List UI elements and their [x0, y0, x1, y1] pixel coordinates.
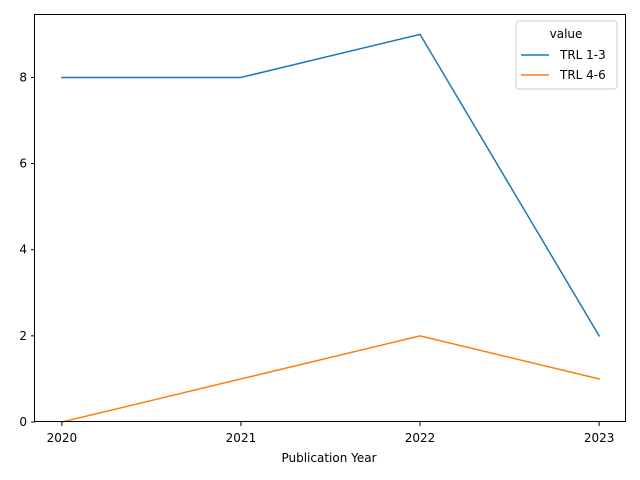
x-tick-label: 2022	[405, 431, 436, 445]
y-axis: 0 2 4 6 8	[19, 70, 35, 429]
legend-box	[515, 20, 618, 90]
series-layer	[60, 33, 601, 423]
x-tick-label: 2021	[226, 431, 257, 445]
plot-frame	[34, 14, 626, 422]
legend-label-2: TRL 4-6	[559, 68, 606, 82]
y-tick-label: 6	[19, 157, 27, 171]
x-axis: 2020 2021 2022 2023	[47, 422, 615, 445]
x-tick-label: 2020	[47, 431, 78, 445]
legend: value TRL 1-3 TRL 4-6	[515, 20, 618, 90]
x-tick-label: 2023	[584, 431, 615, 445]
x-axis-label: Publication Year	[281, 451, 376, 465]
legend-entries: TRL 1-3 TRL 4-6	[521, 48, 606, 82]
y-tick-label: 0	[19, 415, 27, 429]
series-line-2	[60, 335, 601, 423]
y-tick-label: 8	[19, 70, 27, 84]
y-tick-label: 4	[19, 243, 27, 257]
legend-label-1: TRL 1-3	[559, 48, 606, 62]
legend-title: value	[550, 27, 583, 41]
y-tick-label: 2	[19, 329, 27, 343]
series-line-1	[61, 33, 601, 337]
